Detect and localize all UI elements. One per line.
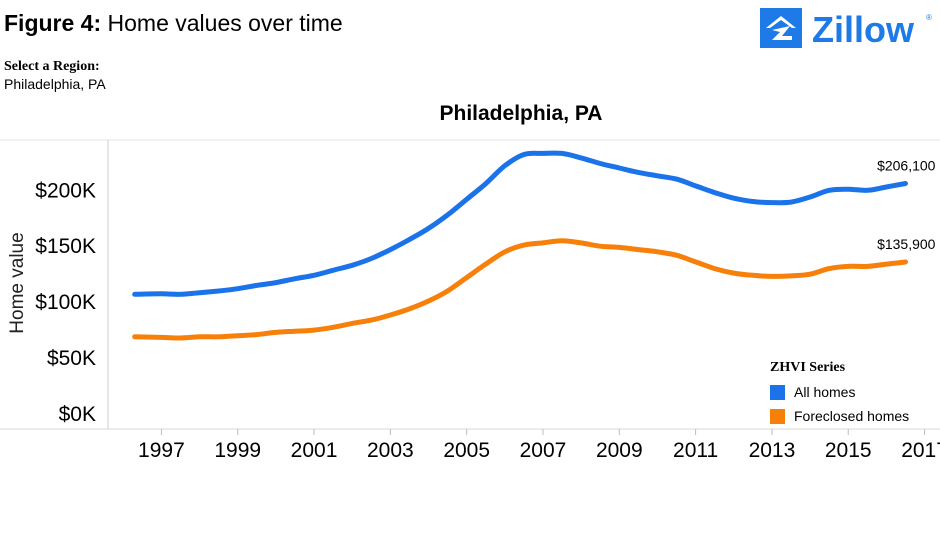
- x-axis-ticks: 1997 1999 2001 2003 2005 2007 2009 2011 2013 2015…: [138, 429, 940, 462]
- x-tick-label: 2011: [673, 439, 718, 462]
- y-tick-label: $50K: [47, 347, 96, 370]
- x-tick-label: 2013: [749, 439, 796, 462]
- figure-title: Figure 4: Home values over time: [4, 10, 343, 37]
- x-tick-label: 2001: [291, 439, 338, 462]
- figure-number: Figure 4:: [4, 10, 102, 36]
- x-tick-label: 1999: [214, 439, 261, 462]
- y-tick-label: $100K: [35, 291, 96, 314]
- y-axis-label: Home value: [7, 232, 28, 333]
- chart-title: Philadelphia, PA: [439, 102, 603, 125]
- end-labels: $206,100 $135,900: [877, 158, 936, 253]
- legend-swatch-all-homes: [770, 384, 785, 400]
- zillow-logo: Zillow ®: [760, 8, 932, 50]
- series-line-foreclosed-homes: [132, 238, 908, 341]
- y-axis-ticks: $0K $50K $100K $150K $200K: [35, 179, 96, 426]
- figure-title-text: Home values over time: [107, 10, 343, 36]
- y-tick-label: $150K: [35, 235, 96, 258]
- x-tick-label: 2015: [825, 439, 872, 462]
- x-tick-label: 2017: [901, 439, 940, 462]
- zillow-house-icon: [760, 8, 802, 48]
- x-tick-label: 1997: [138, 439, 185, 462]
- zillow-wordmark: Zillow: [812, 9, 915, 50]
- x-tick-label: 2003: [367, 439, 414, 462]
- y-tick-label: $0K: [59, 403, 96, 426]
- legend-swatch-foreclosed-homes: [770, 408, 785, 424]
- legend-label-all-homes: All homes: [794, 384, 856, 400]
- series-line-all-homes: [132, 150, 908, 297]
- region-select-value[interactable]: Philadelphia, PA: [4, 76, 106, 92]
- legend: ZHVI Series All homes Foreclosed homes: [770, 360, 909, 428]
- y-tick-label: $200K: [35, 179, 96, 202]
- x-tick-label: 2009: [596, 439, 643, 462]
- legend-item-foreclosed-homes[interactable]: Foreclosed homes: [770, 404, 909, 428]
- x-tick-label: 2007: [520, 439, 567, 462]
- legend-title: ZHVI Series: [770, 360, 846, 375]
- registered-mark: ®: [926, 13, 932, 22]
- region-select-label: Select a Region:: [4, 59, 100, 74]
- end-value-label-all-homes: $206,100: [877, 158, 936, 174]
- legend-item-all-homes[interactable]: All homes: [770, 380, 909, 404]
- end-value-label-foreclosed-homes: $135,900: [877, 236, 936, 252]
- series-lines: [132, 150, 908, 341]
- x-tick-label: 2005: [443, 439, 490, 462]
- legend-label-foreclosed-homes: Foreclosed homes: [794, 408, 910, 424]
